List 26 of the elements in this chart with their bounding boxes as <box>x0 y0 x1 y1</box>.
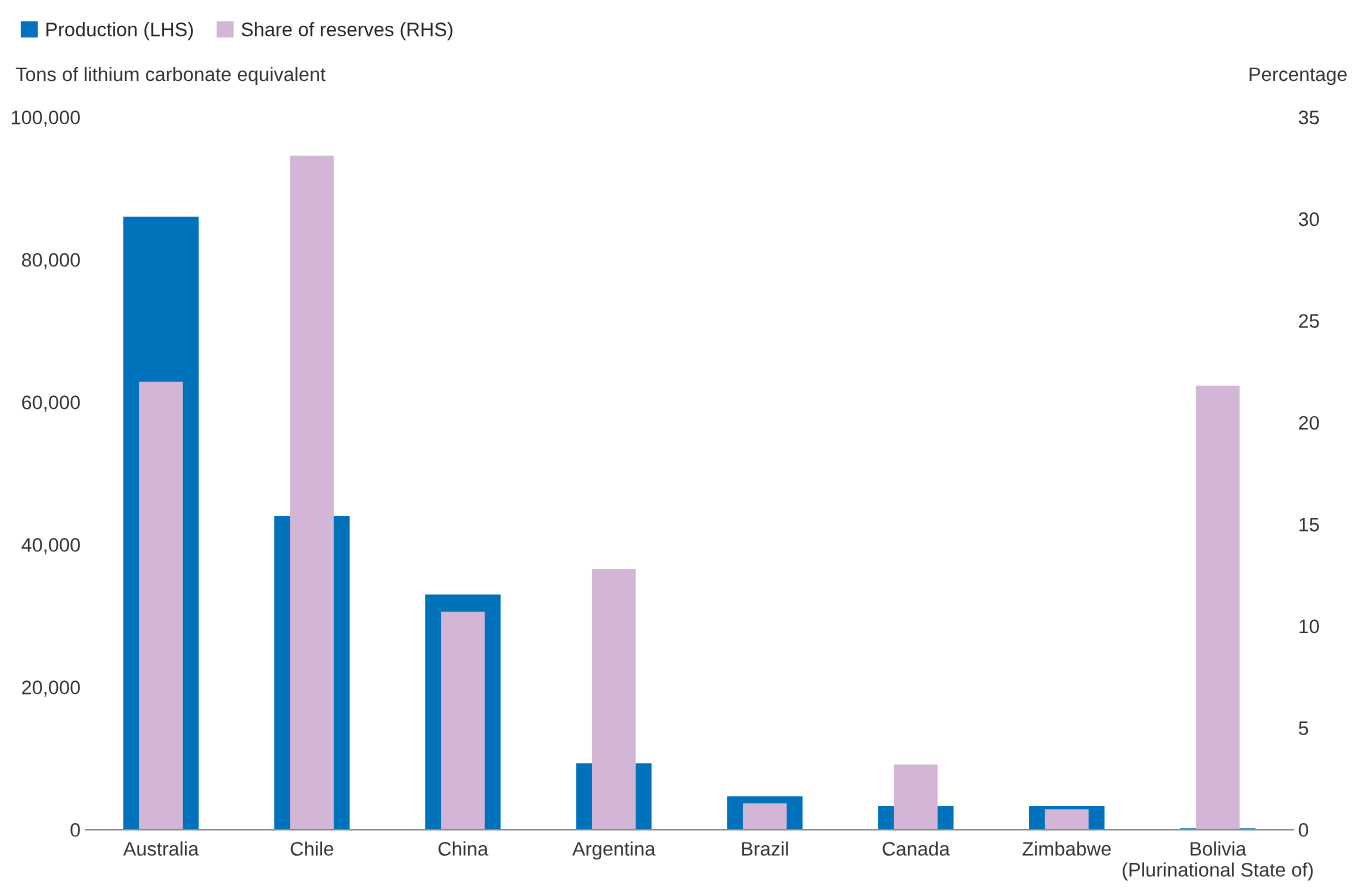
x-tick-label: China <box>438 841 489 856</box>
y-axis-title: Tons of lithium carbonate equivalent <box>15 66 326 86</box>
y2-tick-label: 5 <box>1298 721 1309 736</box>
legend-label: Production (LHS) <box>46 22 193 41</box>
y-tick-label: 0 <box>70 823 80 837</box>
x-tick-label: Australia <box>123 841 199 856</box>
y-tick-label: 20,000 <box>22 680 80 697</box>
y2-tick-label: 30 <box>1298 212 1319 227</box>
x-tick-label: Argentina <box>572 841 656 860</box>
x-tick-label: Canada <box>882 841 950 856</box>
y2-tick-label: 25 <box>1299 314 1319 328</box>
y2-tick-label: 35 <box>1298 110 1319 125</box>
x-tick-label: Brazil <box>742 841 788 856</box>
x-tick-label: Chile <box>290 841 334 856</box>
x-tick-label: Bolivia (Plurinational State of) <box>1122 841 1313 881</box>
x-tick-label: Zimbabwe <box>1022 841 1111 856</box>
y2-tick-label: 10 <box>1299 619 1319 634</box>
y2-tick-label: 20 <box>1299 415 1319 430</box>
y-tick-label: 100,000 <box>11 110 80 127</box>
y2-axis-title: Percentage <box>1249 67 1347 86</box>
y2-tick-label: 0 <box>1298 823 1309 837</box>
legend-label: Share of reserves (RHS) <box>241 22 453 41</box>
y-tick-label: 60,000 <box>22 395 80 412</box>
y2-tick-label: 15 <box>1299 517 1319 532</box>
y-tick-label: 80,000 <box>22 253 80 270</box>
y-tick-label: 40,000 <box>21 538 80 555</box>
